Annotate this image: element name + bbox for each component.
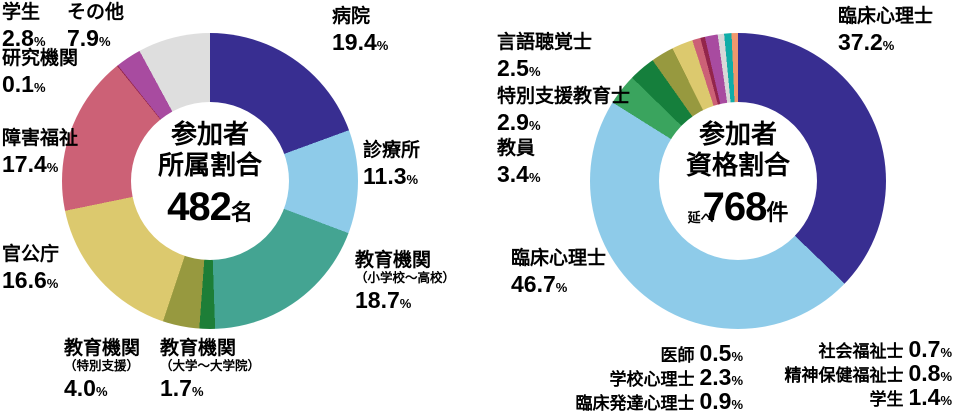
total-unit: 件 xyxy=(766,200,789,226)
label-disability-welfare: 障害福祉 17.4% xyxy=(2,128,79,177)
total-unit: 名 xyxy=(230,200,253,226)
label-edu-special-support: 教育機関 （特別支援） 4.0% xyxy=(64,338,141,401)
label-school-psychologist: 学校心理士 2.3% xyxy=(609,364,743,390)
affiliation-center: 参加者 所属割合 482名 xyxy=(131,102,289,260)
label-research: 研究機関 0.1% xyxy=(2,48,79,97)
affiliation-donut: 参加者 所属割合 482名 xyxy=(62,33,358,329)
qualification-donut: 参加者 資格割合 延べ768件 xyxy=(590,33,886,329)
label-clinical-psychologist-top: 臨床心理士 37.2% xyxy=(838,6,934,55)
center-title-line2: 資格割合 xyxy=(685,150,790,181)
label-speech-therapist: 言語聴覚士 2.5% xyxy=(497,32,593,81)
label-student-right: 学生 1.4% xyxy=(869,384,952,410)
label-edu-university: 教育機関 （大学〜大学院） 1.7% xyxy=(160,338,261,401)
label-special-support-educator: 特別支援教育士 2.9% xyxy=(497,86,631,135)
label-edu-elementary-high: 教育機関 （小学校〜高校） 18.7% xyxy=(355,250,456,313)
label-psychiatric-social-worker: 精神保健福祉士 0.8% xyxy=(784,360,952,386)
label-hospital: 病院 19.4% xyxy=(332,6,389,55)
total-count: 768 xyxy=(702,185,768,230)
label-student: 学生 2.8% xyxy=(2,2,46,51)
label-doctor: 医師 0.5% xyxy=(660,340,743,366)
center-title-line2: 所属割合 xyxy=(157,150,262,181)
label-clinic: 診療所 11.3% xyxy=(363,140,421,189)
label-government: 官公庁 16.6% xyxy=(2,244,60,293)
center-title-line1: 参加者 xyxy=(698,119,777,149)
center-total: 482名 xyxy=(131,185,289,230)
center-total: 延べ768件 xyxy=(659,185,817,230)
label-clinical-dev-psychologist: 臨床発達心理士 0.9% xyxy=(575,388,743,414)
label-teacher: 教員 3.4% xyxy=(497,138,541,187)
total-count: 482 xyxy=(167,185,232,230)
label-other: その他 7.9% xyxy=(67,2,125,51)
qualification-center: 参加者 資格割合 延べ768件 xyxy=(659,102,817,260)
label-social-worker: 社会福祉士 0.7% xyxy=(818,336,952,362)
label-clinical-psychologist-left: 臨床心理士 46.7% xyxy=(511,248,607,297)
total-prefix: 延べ xyxy=(687,210,714,226)
center-title-line1: 参加者 xyxy=(170,119,249,149)
